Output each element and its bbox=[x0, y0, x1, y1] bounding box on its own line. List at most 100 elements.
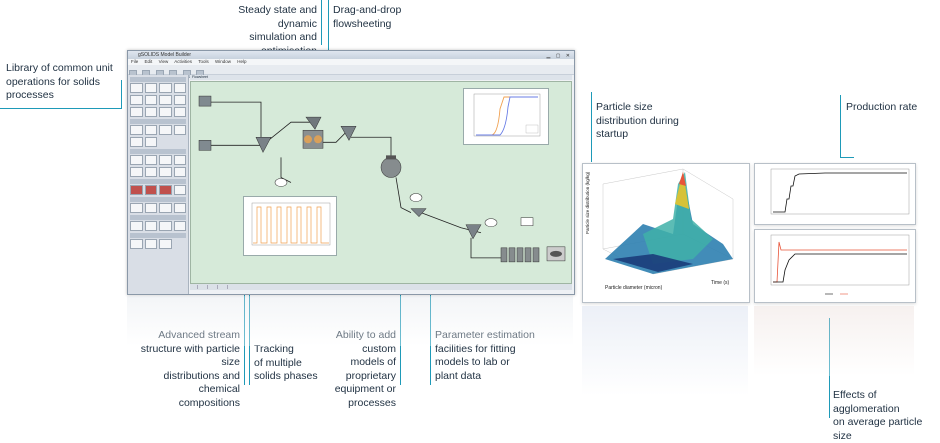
menu-edit[interactable]: Edit bbox=[144, 59, 153, 64]
palette-unit-icon[interactable] bbox=[144, 221, 157, 231]
palette-unit-icon[interactable] bbox=[159, 221, 172, 231]
palette-section-header[interactable] bbox=[130, 149, 186, 154]
screen-icon[interactable] bbox=[340, 125, 357, 141]
unit-operations-palette bbox=[128, 75, 189, 294]
palette-unit-icon[interactable] bbox=[130, 155, 143, 165]
palette-unit-icon[interactable] bbox=[130, 221, 143, 231]
controller-icon[interactable] bbox=[484, 218, 498, 227]
palette-unit-icon[interactable] bbox=[130, 95, 143, 105]
leader-dragdrop bbox=[328, 0, 329, 52]
palette-unit-icon[interactable] bbox=[144, 239, 157, 249]
palette-unit-icon[interactable] bbox=[173, 203, 186, 213]
production-rate-panel bbox=[754, 163, 916, 225]
menu-tools[interactable]: Tools bbox=[198, 59, 209, 64]
palette-unit-icon[interactable] bbox=[144, 83, 157, 93]
menu-window[interactable]: Window bbox=[214, 59, 231, 64]
menu-activities[interactable]: Activities bbox=[174, 59, 193, 64]
product-tank-icon[interactable] bbox=[546, 246, 566, 262]
palette-section-header[interactable] bbox=[130, 233, 186, 238]
palette-unit-icon[interactable] bbox=[173, 125, 186, 135]
palette-section-header[interactable] bbox=[130, 119, 186, 124]
classifier-icon[interactable] bbox=[465, 224, 482, 240]
ylabel: Time (s) bbox=[711, 280, 729, 286]
feeder-icon[interactable] bbox=[198, 95, 212, 107]
crusher-icon[interactable] bbox=[302, 129, 324, 149]
document-tab-bar[interactable]: Flowsheet bbox=[190, 75, 572, 80]
palette-unit-icon[interactable] bbox=[173, 221, 186, 231]
callout-psd: Particle size distribution during startup bbox=[596, 101, 679, 140]
callout-custom-models: Ability to add custom models of proprieta… bbox=[334, 329, 396, 409]
palette-unit-icon[interactable] bbox=[130, 239, 143, 249]
dryer-bank-icon[interactable] bbox=[500, 247, 540, 263]
palette-unit-icon[interactable] bbox=[159, 83, 172, 93]
callout-production-rate: Production rate bbox=[846, 101, 918, 113]
palette-unit-icon[interactable] bbox=[130, 137, 143, 147]
palette-section-header[interactable] bbox=[130, 179, 186, 184]
palette-unit-icon[interactable] bbox=[159, 125, 172, 135]
palette-unit-icon[interactable] bbox=[173, 155, 186, 165]
flowsheet-canvas[interactable] bbox=[190, 81, 572, 284]
palette-unit-icon[interactable] bbox=[159, 239, 172, 249]
canvas-title[interactable]: Flowsheet bbox=[192, 75, 208, 79]
palette-grid bbox=[130, 83, 186, 117]
psd-3d-panel: Particle size distribution (kg/kg) Parti… bbox=[582, 163, 750, 303]
editor-bottom-tabs[interactable] bbox=[190, 284, 572, 290]
palette-unit-icon[interactable] bbox=[173, 167, 186, 177]
menu-view[interactable]: View bbox=[158, 59, 169, 64]
splitter-icon[interactable] bbox=[410, 208, 427, 218]
palette-section-header[interactable] bbox=[130, 77, 186, 82]
palette-unit-icon[interactable] bbox=[159, 155, 172, 165]
menu-help[interactable]: Help bbox=[237, 59, 247, 64]
palette-unit-icon[interactable] bbox=[173, 83, 186, 93]
palette-unit-icon[interactable] bbox=[159, 95, 172, 105]
palette-unit-icon[interactable] bbox=[144, 137, 157, 147]
result-plot-pulses[interactable] bbox=[243, 196, 337, 256]
palette-unit-icon[interactable] bbox=[144, 203, 157, 213]
agglomeration-plot bbox=[770, 234, 910, 295]
palette-unit-icon[interactable] bbox=[144, 95, 157, 105]
palette-unit-icon[interactable] bbox=[173, 185, 186, 195]
granulator-icon[interactable] bbox=[380, 155, 402, 178]
leader-agglom bbox=[829, 318, 830, 418]
leader-steady bbox=[321, 0, 322, 45]
palette-unit-icon[interactable] bbox=[159, 167, 172, 177]
palette-unit-icon[interactable] bbox=[130, 167, 143, 177]
controller-icon[interactable] bbox=[409, 193, 423, 202]
palette-unit-icon[interactable] bbox=[130, 125, 143, 135]
palette-section-header[interactable] bbox=[130, 197, 186, 202]
xlabel: Particle diameter (micron) bbox=[605, 285, 663, 291]
leader-tracking bbox=[249, 290, 250, 385]
palette-unit-icon[interactable] bbox=[144, 185, 157, 195]
mixer-icon[interactable] bbox=[255, 137, 272, 153]
result-plot-psd[interactable] bbox=[463, 88, 549, 145]
leader-advanced bbox=[244, 290, 245, 385]
window-controls[interactable]: ▁ ▢ ✕ bbox=[546, 53, 572, 59]
palette-unit-icon[interactable] bbox=[144, 167, 157, 177]
palette-unit-icon[interactable] bbox=[144, 107, 157, 117]
feeder-icon[interactable] bbox=[198, 140, 212, 151]
palette-unit-icon[interactable] bbox=[159, 107, 172, 117]
menu-file[interactable]: File bbox=[131, 59, 139, 64]
flowsheet-editor: Flowsheet bbox=[190, 75, 572, 290]
palette-section-header[interactable] bbox=[130, 215, 186, 220]
palette-unit-icon[interactable] bbox=[130, 107, 143, 117]
flowsheet-diagram[interactable] bbox=[191, 82, 571, 283]
palette-grid bbox=[130, 185, 186, 195]
palette-unit-icon[interactable] bbox=[144, 155, 157, 165]
palette-unit-icon[interactable] bbox=[159, 203, 172, 213]
hopper-icon[interactable] bbox=[305, 116, 322, 130]
palette-grid bbox=[130, 155, 186, 177]
palette-unit-icon[interactable] bbox=[130, 83, 143, 93]
app-window: gSOLIDS Model Builder ▁ ▢ ✕ File Edit Vi… bbox=[127, 50, 575, 295]
palette-unit-icon[interactable] bbox=[173, 95, 186, 105]
palette-unit-icon[interactable] bbox=[130, 203, 143, 213]
palette-grid bbox=[130, 125, 186, 147]
palette-unit-icon[interactable] bbox=[173, 107, 186, 117]
callout-drag-drop: Drag-and-drop flowsheeting bbox=[333, 4, 402, 30]
palette-unit-icon[interactable] bbox=[144, 125, 157, 135]
controller-icon[interactable] bbox=[274, 178, 288, 187]
palette-unit-icon[interactable] bbox=[130, 185, 143, 195]
palette-unit-icon[interactable] bbox=[159, 185, 172, 195]
monitor-icon[interactable] bbox=[520, 217, 534, 226]
